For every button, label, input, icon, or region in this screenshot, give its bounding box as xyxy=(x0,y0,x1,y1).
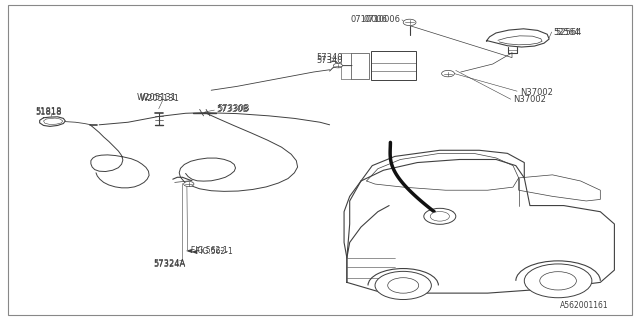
Bar xyxy=(371,51,416,80)
Circle shape xyxy=(375,271,431,300)
Text: 51818: 51818 xyxy=(35,108,61,117)
Text: 57324A: 57324A xyxy=(154,260,186,269)
Circle shape xyxy=(424,208,456,224)
Text: 0710006: 0710006 xyxy=(351,15,388,24)
Text: N37002: N37002 xyxy=(513,95,546,104)
Circle shape xyxy=(540,272,577,290)
Text: 57330B: 57330B xyxy=(216,105,249,114)
Text: 51818: 51818 xyxy=(35,107,61,116)
Circle shape xyxy=(388,278,419,293)
Text: W205131: W205131 xyxy=(136,93,176,102)
Circle shape xyxy=(442,70,454,77)
Text: 0710006: 0710006 xyxy=(364,15,401,24)
Circle shape xyxy=(333,63,342,68)
Text: 57340: 57340 xyxy=(317,53,343,62)
Circle shape xyxy=(430,212,449,221)
Text: N37002: N37002 xyxy=(520,88,552,97)
Text: A562001161: A562001161 xyxy=(560,301,609,310)
Text: 52564: 52564 xyxy=(555,28,581,36)
Text: W205131: W205131 xyxy=(140,94,179,103)
Text: 57340: 57340 xyxy=(317,56,343,65)
Text: 57330B: 57330B xyxy=(218,104,250,113)
Text: 57324A: 57324A xyxy=(154,260,186,268)
Circle shape xyxy=(184,181,194,187)
Text: ◄FIG.562-1: ◄FIG.562-1 xyxy=(186,246,228,255)
Circle shape xyxy=(403,19,416,26)
Text: ◄FIG.562-1: ◄FIG.562-1 xyxy=(191,247,234,256)
Text: 52564: 52564 xyxy=(554,28,580,36)
Bar xyxy=(351,53,369,79)
Circle shape xyxy=(524,264,592,298)
